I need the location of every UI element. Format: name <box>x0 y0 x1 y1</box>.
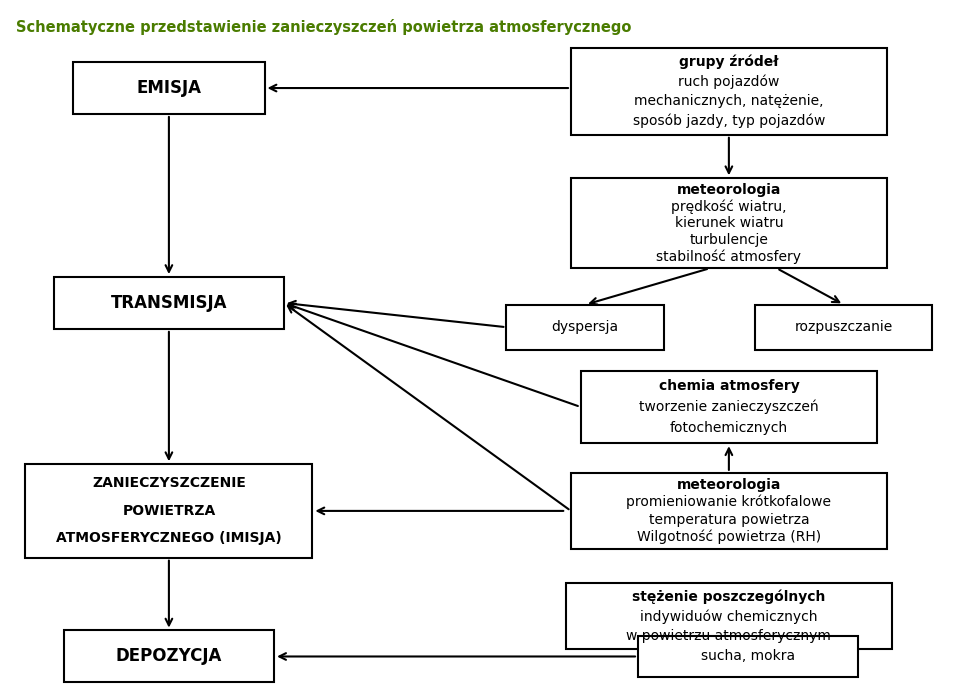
Text: promieniowanie krótkofalowe: promieniowanie krótkofalowe <box>626 495 831 509</box>
Text: dyspersja: dyspersja <box>552 320 619 334</box>
Text: w powietrzu atmosferycznym: w powietrzu atmosferycznym <box>627 628 831 642</box>
FancyBboxPatch shape <box>571 48 887 135</box>
Text: temperatura powietrza: temperatura powietrza <box>649 512 809 527</box>
Text: Wilgotność powietrza (RH): Wilgotność powietrza (RH) <box>636 530 821 544</box>
Text: meteorologia: meteorologia <box>677 183 781 197</box>
Text: TRANSMISJA: TRANSMISJA <box>110 294 228 312</box>
FancyBboxPatch shape <box>25 464 313 557</box>
FancyBboxPatch shape <box>63 631 275 683</box>
Text: turbulencje: turbulencje <box>689 233 768 247</box>
FancyBboxPatch shape <box>571 473 887 549</box>
Text: sposób jazdy, typ pojazdów: sposób jazdy, typ pojazdów <box>633 114 825 128</box>
FancyBboxPatch shape <box>571 178 887 268</box>
Text: stabilność atmosfery: stabilność atmosfery <box>657 249 802 264</box>
FancyBboxPatch shape <box>73 62 265 114</box>
Text: ATMOSFERYCZNEGO (IMISJA): ATMOSFERYCZNEGO (IMISJA) <box>56 532 282 546</box>
FancyBboxPatch shape <box>506 305 664 349</box>
Text: EMISJA: EMISJA <box>136 79 202 97</box>
FancyBboxPatch shape <box>581 370 877 443</box>
FancyBboxPatch shape <box>566 583 892 649</box>
Text: rozpuszczanie: rozpuszczanie <box>795 320 893 334</box>
Text: chemia atmosfery: chemia atmosfery <box>659 379 800 393</box>
Text: POWIETRZA: POWIETRZA <box>122 504 216 518</box>
Text: ZANIECZYSZCZENIE: ZANIECZYSZCZENIE <box>92 476 246 491</box>
Text: DEPOZYCJA: DEPOZYCJA <box>116 647 222 665</box>
Text: grupy źródeł: grupy źródeł <box>679 55 779 69</box>
Text: mechanicznych, natężenie,: mechanicznych, natężenie, <box>635 95 824 109</box>
FancyBboxPatch shape <box>756 305 932 349</box>
FancyBboxPatch shape <box>638 635 858 677</box>
Text: prędkość wiatru,: prędkość wiatru, <box>671 199 786 214</box>
Text: fotochemicznych: fotochemicznych <box>670 421 788 435</box>
Text: ruch pojazdów: ruch pojazdów <box>678 74 780 89</box>
FancyBboxPatch shape <box>54 277 284 329</box>
Text: meteorologia: meteorologia <box>677 478 781 492</box>
Text: kierunek wiatru: kierunek wiatru <box>675 216 783 230</box>
Text: Schematyczne przedstawienie zanieczyszczeń powietrza atmosferycznego: Schematyczne przedstawienie zanieczyszcz… <box>15 19 631 35</box>
Text: indywiduów chemicznych: indywiduów chemicznych <box>640 609 818 624</box>
Text: sucha, mokra: sucha, mokra <box>701 649 795 663</box>
Text: tworzenie zanieczyszczeń: tworzenie zanieczyszczeń <box>639 400 819 414</box>
Text: stężenie poszczególnych: stężenie poszczególnych <box>633 590 826 604</box>
